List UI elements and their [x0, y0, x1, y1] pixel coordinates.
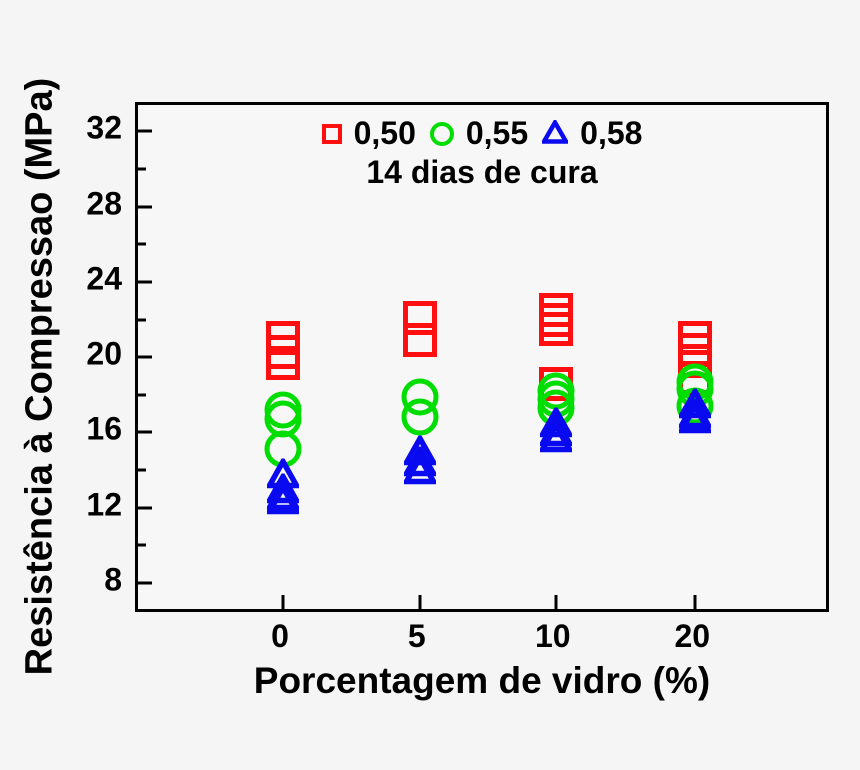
y-tick-label: 12	[86, 486, 122, 523]
data-point-triangle-marker	[264, 481, 302, 520]
legend-label: 0,50	[353, 115, 416, 151]
y-tick-label: 16	[86, 410, 122, 447]
data-point-square-marker	[538, 311, 573, 346]
y-tick-label: 24	[86, 260, 122, 297]
chart-legend: 0,50 0,55 0,58 14 dias de cura	[138, 115, 826, 191]
y-axis-major-tick	[138, 355, 152, 359]
x-axis-major-tick	[693, 595, 697, 609]
legend-circle-icon	[429, 121, 454, 146]
y-axis-major-tick	[138, 280, 152, 284]
y-axis-minor-tick	[138, 468, 146, 472]
y-axis-minor-tick	[138, 393, 146, 397]
y-tick-label: 20	[86, 335, 122, 372]
x-axis-major-tick	[281, 595, 285, 609]
legend-item: 0,50	[321, 115, 416, 152]
y-tick-label: 32	[86, 109, 122, 146]
x-axis-major-tick	[554, 595, 558, 609]
data-point-circle-marker	[401, 398, 439, 436]
data-point-triangle-marker	[537, 419, 574, 457]
data-point-triangle-marker	[677, 395, 714, 433]
data-point-square-marker	[266, 345, 301, 380]
data-point-square-marker	[402, 323, 437, 358]
data-point-triangle-marker	[677, 401, 714, 439]
y-axis-major-tick	[138, 129, 152, 133]
data-point-triangle-marker	[401, 444, 438, 482]
x-tick-label: 20	[674, 618, 711, 654]
data-point-triangle-marker	[537, 404, 574, 442]
legend-label: 0,58	[580, 115, 643, 151]
x-axis-title: Porcentagem de vidro (%)	[253, 660, 711, 701]
legend-subtitle: 14 dias de cura	[366, 154, 598, 190]
y-axis-major-tick	[138, 430, 152, 434]
y-axis-major-tick	[138, 205, 152, 209]
x-axis-major-tick	[418, 595, 422, 609]
legend-row: 0,50 0,55 0,58	[321, 115, 643, 152]
legend-square-icon	[321, 123, 342, 144]
y-axis-major-tick	[138, 506, 152, 510]
data-point-square-marker	[402, 300, 437, 335]
y-axis-minor-tick	[138, 318, 146, 322]
data-point-triangle-marker	[537, 414, 574, 452]
x-tick-label: 10	[534, 618, 571, 654]
y-tick-label: 8	[104, 561, 122, 598]
data-point-triangle-marker	[677, 385, 714, 424]
x-tick-label: 5	[407, 618, 426, 654]
legend-triangle-icon	[540, 115, 571, 152]
x-tick-label: 0	[271, 618, 289, 654]
y-tick-label: 28	[86, 185, 122, 222]
y-axis-major-tick	[138, 581, 152, 585]
data-point-triangle-marker	[264, 470, 302, 508]
data-point-triangle-marker	[401, 451, 438, 489]
y-axis-minor-tick	[138, 242, 146, 246]
legend-item: 0,55	[429, 115, 529, 152]
legend-item: 0,58	[540, 115, 643, 152]
legend-label: 0,55	[465, 115, 529, 151]
y-axis-minor-tick	[138, 167, 146, 171]
y-axis-minor-tick	[138, 543, 146, 547]
plot-area: 0,50 0,55 0,58 14 dias de cura	[135, 102, 829, 612]
